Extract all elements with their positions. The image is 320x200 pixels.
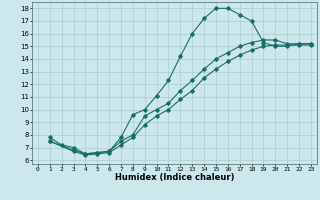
X-axis label: Humidex (Indice chaleur): Humidex (Indice chaleur) [115, 173, 234, 182]
